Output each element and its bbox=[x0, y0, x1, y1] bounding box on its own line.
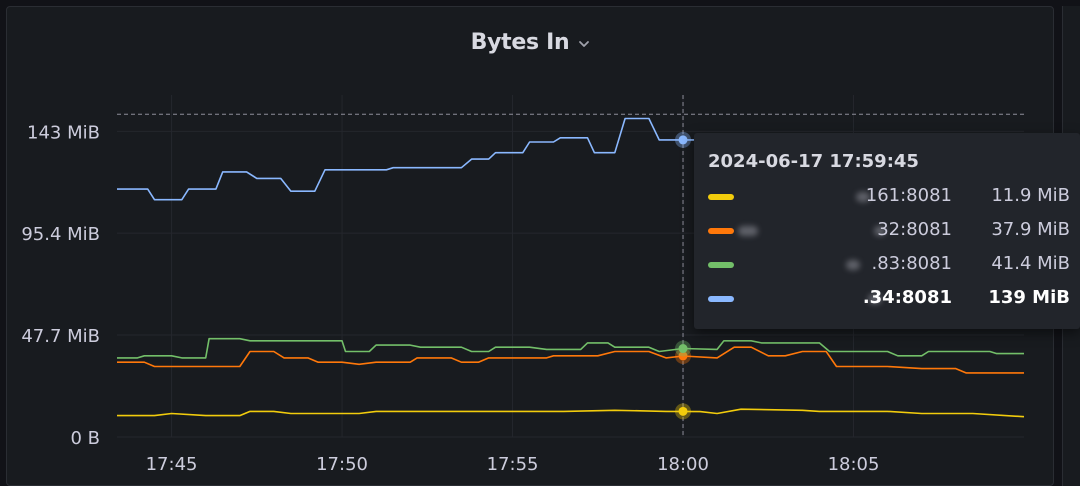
y-tick-label: 0 B bbox=[70, 428, 100, 449]
x-tick-label: 17:55 bbox=[487, 454, 539, 475]
series-line bbox=[117, 117, 752, 201]
tooltip-row: 32:8081 37.9 MiB bbox=[708, 219, 1080, 253]
tooltip-series-value: 37.9 MiB bbox=[991, 219, 1070, 240]
tooltip-row: 161:8081 11.9 MiB bbox=[708, 185, 1080, 219]
series-line bbox=[117, 408, 1025, 418]
panel-header[interactable]: Bytes In bbox=[7, 25, 1055, 59]
series-color-swatch bbox=[708, 296, 734, 302]
tooltip-series-label: 32:8081 bbox=[877, 219, 952, 240]
x-tick-label: 17:50 bbox=[316, 454, 368, 475]
chevron-down-icon[interactable] bbox=[577, 37, 591, 51]
x-tick-label: 18:05 bbox=[828, 454, 880, 475]
series-color-swatch bbox=[708, 228, 734, 234]
tooltip-series-value: 41.4 MiB bbox=[991, 253, 1070, 274]
redacted-host-blur bbox=[846, 260, 860, 270]
hover-point bbox=[678, 135, 688, 145]
tooltip-row: .83:8081 41.4 MiB bbox=[708, 253, 1080, 287]
tooltip-time: 2024-06-17 17:59:45 bbox=[708, 151, 919, 172]
x-tick-label: 18:00 bbox=[657, 454, 709, 475]
redacted-host-blur bbox=[874, 226, 886, 236]
tooltip-series-label: .34:8081 bbox=[862, 287, 952, 308]
y-tick-label: 95.4 MiB bbox=[21, 224, 100, 245]
tooltip-series-label: 161:8081 bbox=[865, 185, 952, 206]
redacted-host-blur bbox=[738, 226, 758, 236]
y-tick-label: 143 MiB bbox=[27, 122, 100, 143]
hover-point bbox=[678, 344, 688, 354]
tooltip-series-value: 11.9 MiB bbox=[991, 185, 1070, 206]
series-line bbox=[117, 337, 1024, 359]
redacted-host-blur bbox=[856, 192, 870, 202]
tooltip-row-highlighted: .34:8081 139 MiB bbox=[708, 287, 1080, 321]
series-color-swatch bbox=[708, 194, 734, 200]
panel-title[interactable]: Bytes In bbox=[470, 29, 570, 55]
hover-point bbox=[678, 406, 688, 416]
redacted-host-blur bbox=[868, 294, 882, 304]
x-tick-label: 17:45 bbox=[146, 454, 198, 475]
y-tick-label: 47.7 MiB bbox=[21, 326, 100, 347]
tooltip-series-label: .83:8081 bbox=[871, 253, 953, 274]
hover-point bbox=[678, 351, 688, 361]
tooltip-series-value: 139 MiB bbox=[988, 287, 1070, 308]
hover-tooltip: 2024-06-17 17:59:45 161:8081 11.9 MiB 32… bbox=[694, 133, 1080, 329]
series-color-swatch bbox=[708, 262, 734, 268]
series-line bbox=[117, 346, 1024, 374]
